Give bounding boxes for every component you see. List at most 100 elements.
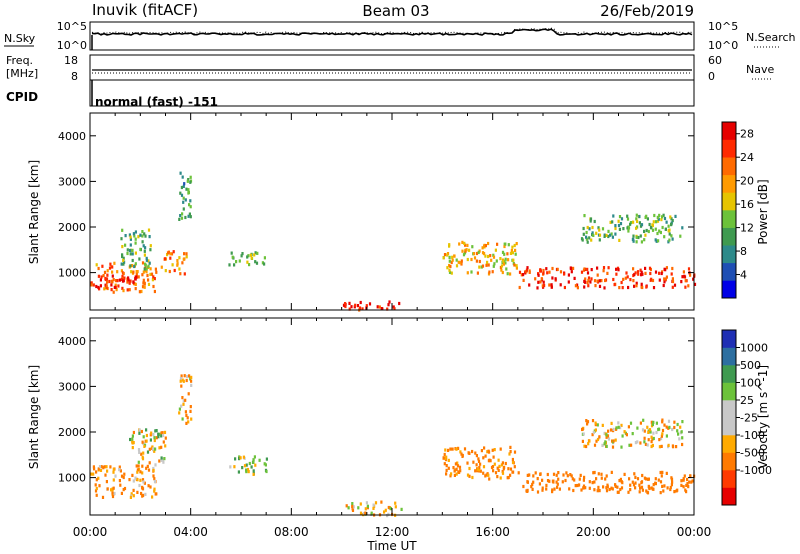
velocity-cell [113,491,116,496]
power-cell [559,270,563,274]
power-cell [590,238,593,242]
velocity-cell [595,439,598,443]
power-cell [176,259,179,263]
power-cell [500,264,504,268]
power-cell [526,266,529,270]
velocity-cell [591,433,594,437]
x-tick-label: 04:00 [173,525,208,539]
power-cell [670,272,673,276]
velocity-cell [691,479,694,483]
velocity-cell [602,485,605,489]
power-cell [460,262,463,266]
velocity-cell [497,468,500,472]
velocity-cell [102,466,105,470]
power-colorbar-swatch [722,157,736,176]
velocity-cell [686,477,689,482]
power-cell [95,263,98,267]
power-cell [629,278,632,282]
power-cell [638,221,641,225]
power-cell [149,267,152,271]
power-cell [141,273,144,277]
power-cell [644,233,647,237]
power-cell [144,234,147,238]
power-colorbar-tick-label: 4 [740,269,747,282]
velocity-cell [131,473,134,477]
velocity-colorbar-tick-label: 100 [740,377,761,390]
velocity-cell [478,465,481,470]
power-cell [233,263,236,267]
power-cell [123,260,126,264]
velocity-cell [136,490,139,494]
power-cell [111,280,114,284]
power-cell [90,281,93,285]
power-cell [462,253,466,257]
power-cell [448,255,451,259]
velocity-cell [149,438,152,442]
power-cell [443,253,447,257]
velocity-cell [155,492,158,496]
power-cell [465,248,468,252]
power-cell [589,217,593,221]
velocity-cell [598,489,601,493]
velocity-cell [600,472,603,476]
velocity-cell [638,483,641,487]
power-cell [501,250,505,254]
velocity-cell [636,477,640,481]
velocity-cell [538,482,541,486]
power-cell [149,272,152,276]
velocity-cell [180,374,183,378]
power-cell [626,214,629,218]
velocity-cell [601,443,604,447]
velocity-cell [359,502,362,506]
power-cell [622,277,625,281]
power-cell [554,277,557,281]
power-cell [645,228,648,233]
velocity-cell [552,472,556,476]
power-cell [135,270,138,274]
power-cell [617,268,620,272]
power-cell [448,243,451,247]
power-cell [120,277,123,281]
power-cell [186,179,189,183]
velocity-cell [676,429,679,433]
velocity-colorbar-swatch [722,330,736,348]
power-cell [671,219,674,223]
velocity-cell [153,449,156,453]
velocity-cell [616,490,619,494]
velocity-cell [137,448,141,452]
velocity-cell [153,489,156,493]
power-cell [605,233,608,237]
power-colorbar-swatches [722,122,736,299]
power-cell [513,263,516,267]
velocity-cell [386,514,389,518]
velocity-cell [593,480,596,484]
power-cell [632,234,635,238]
power-cell [627,226,631,230]
power-cell [185,252,188,256]
power-cell [180,185,183,190]
power-cell [143,249,146,253]
power-cell [629,222,632,226]
station-title: Inuvik (fitACF) [92,1,198,19]
velocity-cell [243,464,247,468]
power-cell [137,235,140,239]
power-cell [656,231,659,236]
velocity-cell [153,479,157,484]
power-cell [591,233,594,237]
power-cell [665,220,668,224]
power-cell [659,230,662,235]
power-cell [189,215,192,219]
velocity-cell [140,452,143,456]
velocity-axes: 1000 2000 3000 4000 [58,318,695,515]
power-cell [387,303,390,307]
power-cell [168,269,171,274]
power-cell [108,279,111,284]
velocity-cell [118,479,121,483]
power-cell [591,225,594,230]
velocity-cell [588,439,591,443]
velocity-cell [631,480,634,484]
power-cell [615,267,618,271]
velocity-cell [444,456,447,460]
power-cell [487,241,490,246]
